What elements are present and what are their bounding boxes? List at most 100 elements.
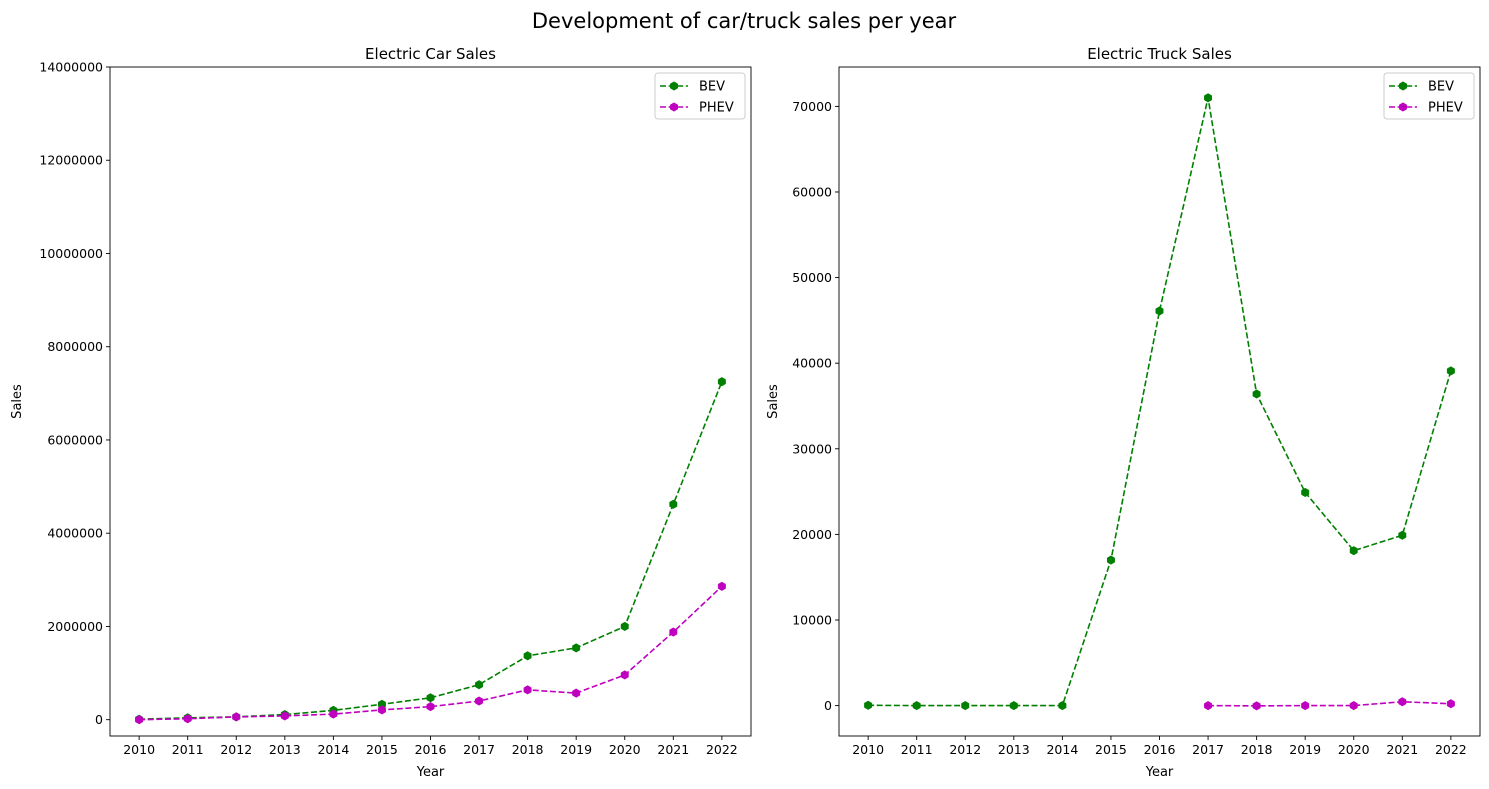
y-tick-label: 10000 bbox=[792, 613, 832, 628]
data-point-bev bbox=[1009, 701, 1018, 711]
x-tick-label: 2021 bbox=[1386, 742, 1418, 757]
data-point-phev bbox=[377, 705, 386, 715]
data-point-bev bbox=[1252, 389, 1261, 399]
x-tick-label: 2010 bbox=[852, 742, 884, 757]
data-point-phev bbox=[669, 627, 678, 637]
data-point-phev bbox=[717, 581, 726, 591]
data-point-bev bbox=[1398, 530, 1407, 540]
x-tick-label: 2014 bbox=[1046, 742, 1078, 757]
data-point-bev bbox=[523, 651, 532, 661]
data-point-bev bbox=[669, 499, 678, 509]
data-point-bev bbox=[1155, 306, 1164, 316]
y-tick-label: 40000 bbox=[792, 356, 832, 371]
data-point-bev bbox=[1106, 555, 1115, 565]
legend-label-phev: PHEV bbox=[699, 101, 734, 116]
y-axis-label: Sales bbox=[766, 384, 781, 419]
legend-marker-phev bbox=[670, 102, 678, 112]
x-tick-label: 2018 bbox=[1241, 742, 1273, 757]
legend-marker-bev bbox=[670, 81, 678, 91]
x-tick-label: 2016 bbox=[1144, 742, 1176, 757]
data-point-phev bbox=[523, 685, 532, 695]
data-point-phev bbox=[329, 709, 338, 719]
x-tick-label: 2015 bbox=[366, 742, 398, 757]
x-axis-label: Year bbox=[416, 765, 445, 780]
x-tick-label: 2017 bbox=[463, 742, 495, 757]
data-point-bev bbox=[620, 621, 629, 632]
data-point-phev bbox=[1349, 701, 1358, 711]
series-line-bev bbox=[868, 97, 1452, 707]
x-tick-label: 2012 bbox=[949, 742, 981, 757]
data-point-phev bbox=[475, 696, 484, 706]
x-tick-label: 2019 bbox=[560, 742, 592, 757]
y-tick-label: 12000000 bbox=[39, 153, 103, 168]
x-tick-label: 2017 bbox=[1192, 742, 1224, 757]
data-point-bev bbox=[572, 643, 581, 653]
legend-marker-bev bbox=[1399, 81, 1407, 91]
legend: BEV PHEV bbox=[1383, 72, 1475, 120]
data-point-phev bbox=[1301, 701, 1310, 711]
data-point-bev bbox=[912, 701, 921, 711]
legend-label-bev: BEV bbox=[1428, 80, 1454, 95]
x-tick-label: 2010 bbox=[123, 742, 155, 757]
electric-car-sales-chart: Electric Car Sales Year Sales 2010 2011 20… bbox=[10, 45, 752, 780]
series-line-phev bbox=[1208, 700, 1451, 707]
x-tick-label: 2016 bbox=[415, 742, 447, 757]
data-point-phev bbox=[1252, 701, 1261, 711]
y-tick-label: 50000 bbox=[792, 270, 832, 285]
data-point-phev bbox=[426, 702, 435, 712]
y-tick-label: 0 bbox=[95, 712, 103, 727]
data-point-bev bbox=[1204, 93, 1213, 103]
y-tick-label: 6000000 bbox=[47, 432, 103, 447]
x-axis-label: Year bbox=[1145, 765, 1174, 780]
data-point-phev bbox=[280, 711, 289, 721]
legend-label-bev: BEV bbox=[699, 80, 725, 95]
plot-frame bbox=[109, 66, 752, 737]
x-tick-label: 2020 bbox=[1338, 742, 1370, 757]
x-tick-label: 2021 bbox=[657, 742, 689, 757]
y-tick-label: 8000000 bbox=[47, 339, 103, 354]
data-point-phev bbox=[1398, 697, 1407, 707]
data-point-phev bbox=[135, 715, 144, 725]
electric-truck-sales-chart: Electric Truck Sales Year Sales 2010 2011… bbox=[766, 45, 1481, 780]
x-tick-label: 2022 bbox=[706, 742, 738, 757]
x-tick-label: 2011 bbox=[172, 742, 204, 757]
y-tick-label: 70000 bbox=[792, 99, 832, 114]
x-tick-label: 2011 bbox=[901, 742, 933, 757]
data-point-phev bbox=[1204, 701, 1213, 711]
y-tick-label: 30000 bbox=[792, 441, 832, 456]
data-point-bev bbox=[1301, 487, 1310, 498]
plot-frame bbox=[838, 66, 1481, 737]
x-tick-label: 2020 bbox=[609, 742, 641, 757]
data-point-bev bbox=[475, 680, 484, 690]
data-point-bev bbox=[717, 377, 726, 387]
y-tick-label: 4000000 bbox=[47, 526, 103, 541]
y-tick-label: 60000 bbox=[792, 184, 832, 199]
y-tick-label: 14000000 bbox=[39, 60, 103, 75]
y-tick-label: 20000 bbox=[792, 527, 832, 542]
x-tick-label: 2014 bbox=[317, 742, 349, 757]
data-point-bev bbox=[864, 700, 873, 710]
y-axis-label: Sales bbox=[10, 384, 25, 419]
x-tick-label: 2012 bbox=[220, 742, 252, 757]
data-point-phev bbox=[232, 712, 241, 722]
legend: BEV PHEV bbox=[654, 72, 746, 120]
data-point-bev bbox=[1446, 366, 1455, 376]
x-tick-label: 2015 bbox=[1095, 742, 1127, 757]
y-tick-label: 10000000 bbox=[39, 246, 103, 261]
data-point-bev bbox=[961, 701, 970, 711]
y-tick-label: 0 bbox=[824, 698, 832, 713]
x-tick-label: 2018 bbox=[512, 742, 544, 757]
chart-title: Electric Car Sales bbox=[365, 45, 496, 63]
legend-marker-phev bbox=[1399, 102, 1407, 112]
legend-label-phev: PHEV bbox=[1428, 101, 1463, 116]
chart-title: Electric Truck Sales bbox=[1087, 45, 1232, 63]
data-point-phev bbox=[183, 714, 192, 724]
x-tick-label: 2022 bbox=[1435, 742, 1467, 757]
data-point-bev bbox=[1058, 701, 1067, 711]
y-tick-label: 2000000 bbox=[47, 619, 103, 634]
series-line-bev bbox=[139, 381, 723, 721]
data-point-bev bbox=[1349, 546, 1358, 556]
x-tick-label: 2013 bbox=[998, 742, 1030, 757]
data-point-phev bbox=[620, 670, 629, 680]
data-point-phev bbox=[572, 688, 581, 698]
